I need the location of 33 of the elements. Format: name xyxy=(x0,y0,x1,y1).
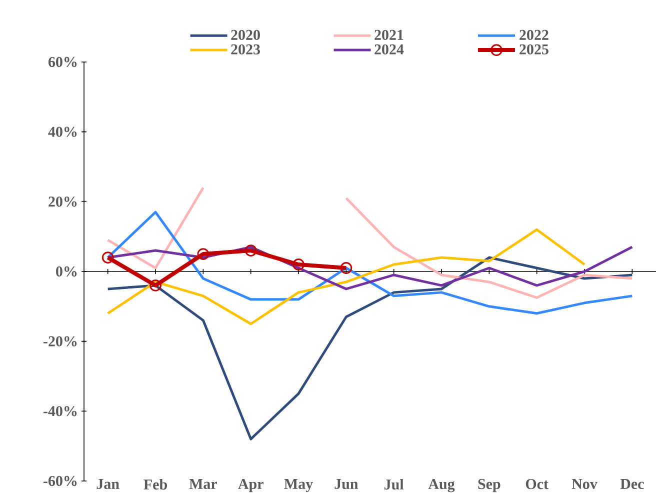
line-series xyxy=(106,228,586,326)
legend-label: 2025 xyxy=(520,44,548,54)
legend-label: 2021 xyxy=(374,30,404,40)
y-tick-label: 0% xyxy=(56,266,77,277)
x-tick-label: Oct xyxy=(526,479,548,490)
x-tick-label: Nov xyxy=(572,479,598,489)
x-tick-label: Aug xyxy=(428,479,455,492)
x-tick-label: Dec xyxy=(620,479,644,489)
point xyxy=(102,252,114,264)
x-tick-label: Jun xyxy=(334,479,358,490)
x-tick-label: Feb xyxy=(144,479,167,490)
y-tick-label: -20% xyxy=(44,336,77,346)
point xyxy=(197,248,210,260)
x-tick-label: Sep xyxy=(478,479,500,492)
point xyxy=(150,280,162,292)
point xyxy=(244,244,257,256)
x-tick-label: Jan xyxy=(96,479,120,489)
y-tick-label: -60% xyxy=(44,476,77,486)
x-tick-label: May xyxy=(284,479,313,492)
y-tick-label: 20% xyxy=(48,196,77,207)
point xyxy=(340,262,352,274)
x-tick-label: Mar xyxy=(189,479,218,489)
point xyxy=(292,258,304,270)
y-tick-label: 60% xyxy=(48,56,77,68)
legend-label: 2023 xyxy=(231,44,260,54)
x-tick-label: Apr xyxy=(238,479,264,492)
x-tick-label: Jul xyxy=(384,479,404,490)
line-series xyxy=(106,210,634,315)
legend-label: 2024 xyxy=(374,44,404,54)
y-tick-label: 40% xyxy=(48,126,77,137)
legend-label: 2022 xyxy=(520,30,548,40)
y-tick-label: -40% xyxy=(44,406,77,416)
legend-label: 2020 xyxy=(231,30,260,40)
